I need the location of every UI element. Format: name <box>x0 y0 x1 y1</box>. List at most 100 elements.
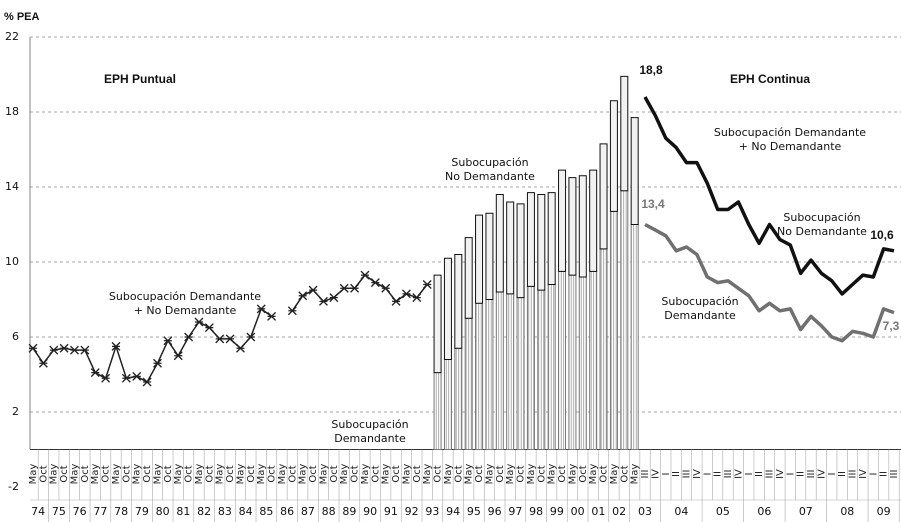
marker <box>318 296 328 306</box>
bar <box>589 270 598 450</box>
bar <box>609 210 618 450</box>
x-tick-label: May <box>401 464 412 485</box>
bar <box>558 270 567 450</box>
x-tick-label: May <box>235 464 246 485</box>
x-tick-label: IV <box>692 469 703 479</box>
x-tick-label: Oct <box>557 465 568 482</box>
x-tick-label: May <box>484 464 495 485</box>
x-tick-label: May <box>360 464 371 485</box>
x-tick-label: May <box>152 464 163 485</box>
marker <box>381 283 391 293</box>
x-tick-label: III <box>682 470 693 479</box>
x-tick-label: Oct <box>350 465 361 482</box>
x-tick-label: II <box>713 471 724 477</box>
marker <box>401 289 411 299</box>
y-tick-label: -2 <box>8 480 19 493</box>
x-tick-label: May <box>526 464 537 485</box>
bar <box>630 117 639 225</box>
marker <box>360 270 370 280</box>
annotation: + No Demandante <box>739 140 842 153</box>
bar <box>568 177 577 276</box>
x-tick-label: May <box>381 464 392 485</box>
x-tick-label: Oct <box>142 465 153 482</box>
line <box>644 222 895 343</box>
x-tick-label: May <box>547 464 558 485</box>
year-label: 83 <box>218 505 232 518</box>
x-tick-label: Oct <box>225 465 236 482</box>
x-tick-label: Oct <box>516 465 527 482</box>
x-tick-label: III <box>848 470 859 479</box>
x-tick-label: Oct <box>578 465 589 482</box>
y-axis-label: % PEA <box>4 11 40 23</box>
annotation: Subocupación <box>783 211 860 224</box>
bar <box>620 75 629 192</box>
x-tick-label: May <box>318 464 329 485</box>
marker <box>256 304 266 314</box>
year-label: 74 <box>31 505 45 518</box>
marker <box>298 291 308 301</box>
bar <box>526 285 535 450</box>
bar <box>506 293 515 450</box>
x-tick-label: IV <box>816 469 827 479</box>
x-tick-label: May <box>69 464 80 485</box>
x-tick-label: Oct <box>246 465 257 482</box>
x-tick-label: May <box>277 464 288 485</box>
annotation: Subocupación <box>661 295 738 308</box>
x-tick-label: May <box>339 464 350 485</box>
x-tick-label: Oct <box>370 465 381 482</box>
year-label: 03 <box>638 505 652 518</box>
x-tick-label: Oct <box>536 465 547 482</box>
x-tick-label: Oct <box>287 465 298 482</box>
bar <box>526 192 535 287</box>
x-tick-label: III <box>723 470 734 479</box>
marker <box>267 311 277 321</box>
marker <box>173 351 183 361</box>
year-label: 06 <box>757 505 771 518</box>
y-tick-label: 22 <box>5 30 19 43</box>
marker <box>215 334 225 344</box>
x-tick-label: III <box>806 470 817 479</box>
bar <box>568 274 577 450</box>
annotation: Demandante <box>334 432 406 445</box>
annotation: EPH Continua <box>730 72 810 86</box>
bar <box>547 192 556 285</box>
year-label: 82 <box>197 505 211 518</box>
bar <box>609 100 618 212</box>
annotation: No Demandante <box>777 225 867 238</box>
x-tick-label: May <box>111 464 122 485</box>
x-tick-label: I <box>702 473 713 476</box>
bar <box>433 274 442 374</box>
marker <box>287 306 297 316</box>
x-tick-label: II <box>796 471 807 477</box>
year-label: 90 <box>363 505 377 518</box>
marker <box>121 373 131 383</box>
year-label: 86 <box>280 505 294 518</box>
annotation: Subocupación <box>331 418 408 431</box>
year-label: 76 <box>73 505 87 518</box>
marker <box>111 341 121 351</box>
x-tick-label: IV <box>733 469 744 479</box>
marker <box>184 332 194 342</box>
x-tick-label: May <box>173 464 184 485</box>
x-tick-label: II <box>754 471 765 477</box>
x-tick-label: I <box>661 473 672 476</box>
x-axis-band <box>30 449 901 522</box>
x-tick-label: May <box>567 464 578 485</box>
bar <box>537 289 546 450</box>
year-label: 97 <box>508 505 522 518</box>
marker <box>153 358 162 368</box>
x-tick-label: I <box>868 473 879 476</box>
year-label: 85 <box>259 505 273 518</box>
bar <box>516 297 525 450</box>
year-label: 92 <box>405 505 419 518</box>
x-tick-label: Oct <box>204 465 215 482</box>
x-tick-label: II <box>671 471 682 477</box>
annotation: Subocupación <box>451 156 528 169</box>
year-label: 98 <box>529 505 543 518</box>
year-label: 01 <box>591 505 605 518</box>
x-tick-label: Oct <box>453 465 464 482</box>
y-tick-label: 6 <box>12 330 19 343</box>
year-label: 80 <box>156 505 170 518</box>
x-tick-label: Oct <box>308 465 319 482</box>
